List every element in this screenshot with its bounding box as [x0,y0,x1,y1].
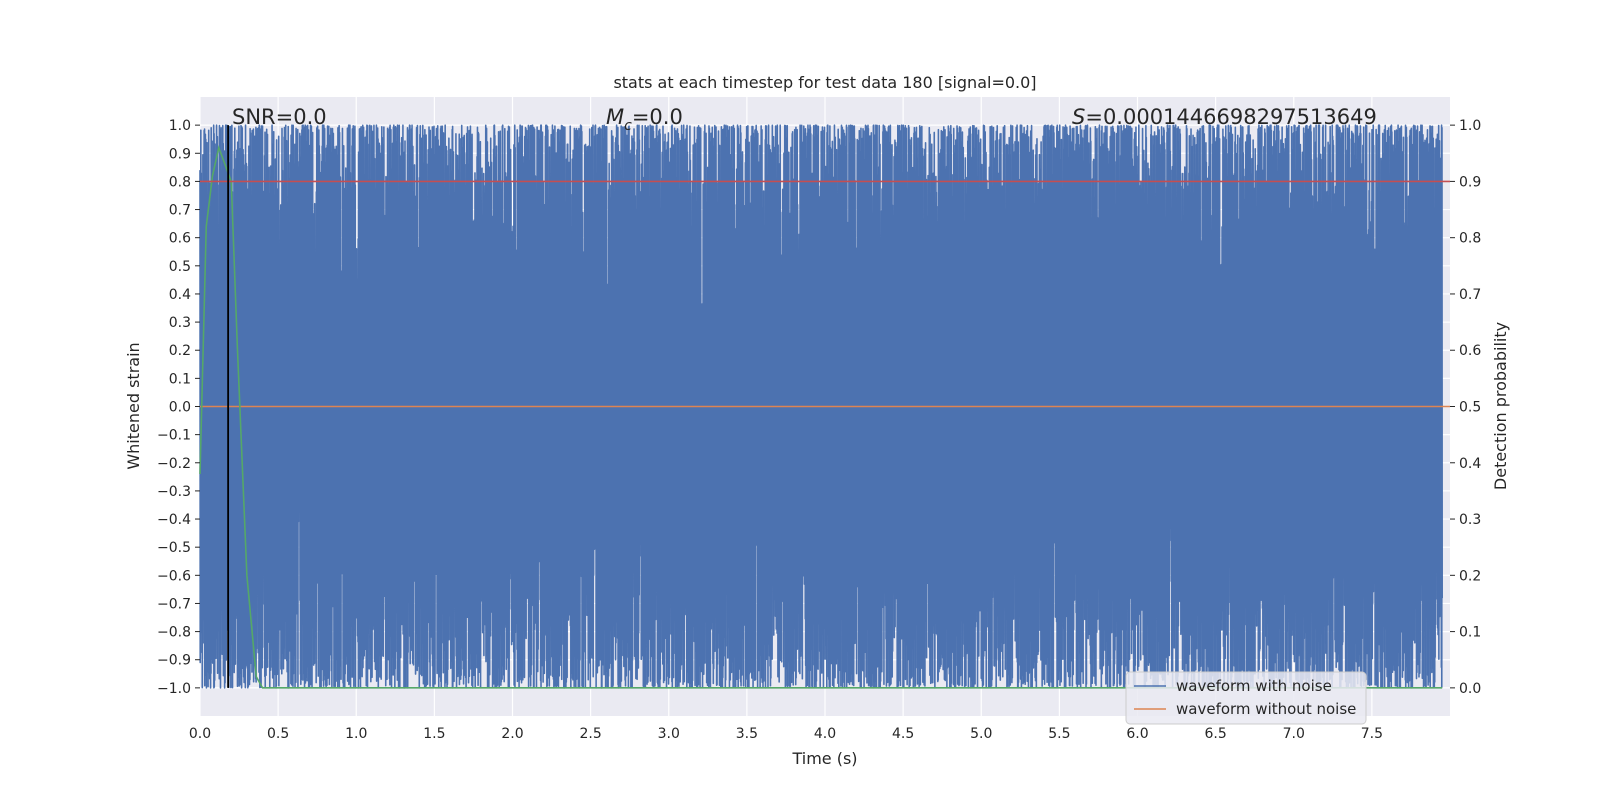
chart-title: stats at each timestep for test data 180… [613,73,1036,92]
x-tick-label: 1.5 [423,726,445,742]
x-tick-label: 1.0 [345,726,367,742]
x-tick-label: 5.0 [970,726,992,742]
y-tick-label: 0.2 [169,343,191,359]
y-tick-label: 0.9 [169,146,191,162]
y-tick-label: 1.0 [169,118,191,134]
s-value: =0.0001446698297513649 [1085,105,1377,129]
y-tick-label: −0.9 [157,653,191,669]
x-tick-label: 2.0 [501,726,523,742]
x-tick-label: 4.0 [814,726,836,742]
y-tick-label: −0.1 [157,428,191,444]
y-tick-label: 0.5 [169,259,191,275]
y-tick-label: −0.2 [157,456,191,472]
x-tick-label: 2.5 [579,726,601,742]
y-tick-label: −1.0 [157,681,191,697]
y-tick-label: −0.6 [157,568,191,584]
y-right-tick-label: 0.1 [1459,625,1481,641]
series-waveform-with-noise [199,124,1443,689]
x-tick-label: 6.0 [1126,726,1148,742]
y-tick-label: −0.4 [157,512,191,528]
x-tick-label: 3.0 [658,726,680,742]
y-right-tick-label: 0.6 [1459,343,1481,359]
y-tick-label: 0.7 [169,203,191,219]
y-axis-label-left: Whitened strain [124,342,143,469]
x-tick-label: 7.0 [1283,726,1305,742]
y-tick-label: 0.3 [169,315,191,331]
y-right-tick-label: 0.4 [1459,456,1481,472]
y-right-tick-label: 0.3 [1459,512,1481,528]
y-right-tick-label: 0.0 [1459,681,1481,697]
chirp-mass-annotation: Mc=0.0 [606,105,683,134]
x-tick-label: 6.5 [1204,726,1226,742]
chirp-mass-value: =0.0 [632,105,683,129]
y-right-tick-label: 0.2 [1459,568,1481,584]
y-tick-label: 0.8 [169,174,191,190]
x-tick-label: 7.5 [1361,726,1383,742]
y-axis-label-right: Detection probability [1491,322,1510,490]
plot-content [199,124,1450,689]
x-tick-label: 5.5 [1048,726,1070,742]
ticks: 0.0 0.5 1.0 1.5 2.0 2.5 3.0 3.5 4.0 4.5 5.0 5.5 6.0 6… [157,118,1481,742]
s-annotation: S=0.0001446698297513649 [1072,105,1377,129]
y-right-tick-label: 0.8 [1459,231,1481,247]
y-right-tick-label: 0.5 [1459,400,1481,416]
chirp-mass-symbol: M [606,105,624,129]
series-detection-probability [199,144,1443,689]
y-tick-label: −0.5 [157,540,191,556]
legend-label-clean: waveform without noise [1176,700,1356,718]
s-symbol: S [1072,105,1085,129]
legend-box [1125,671,1367,725]
y-right-tick-label: 0.9 [1459,174,1481,190]
x-tick-label: 3.5 [736,726,758,742]
y-right-tick-label: 1.0 [1459,118,1481,134]
x-tick-label: 0.0 [189,726,211,742]
y-tick-label: −0.3 [157,484,191,500]
y-right-tick-label: 0.7 [1459,287,1481,303]
x-tick-label: 4.5 [892,726,914,742]
legend: waveform with noise waveform without noi… [1125,671,1367,725]
y-tick-label: −0.8 [157,625,191,641]
x-axis-label: Time (s) [791,749,857,768]
x-tick-label: 0.5 [267,726,289,742]
snr-annotation: SNR=0.0 [232,105,327,129]
y-tick-label: 0.1 [169,371,191,387]
y-tick-label: 0.0 [169,400,191,416]
y-tick-label: −0.7 [157,596,191,612]
y-tick-label: 0.4 [169,287,191,303]
y-tick-label: 0.6 [169,231,191,247]
legend-label-noise: waveform with noise [1176,677,1332,695]
chirp-mass-subscript: c [624,118,632,134]
